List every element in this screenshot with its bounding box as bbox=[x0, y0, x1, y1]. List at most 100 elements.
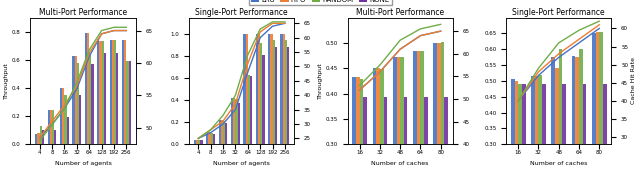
X-axis label: Number of agents: Number of agents bbox=[54, 161, 111, 166]
Bar bbox=[248, 75, 250, 144]
Bar bbox=[603, 84, 607, 181]
Bar bbox=[393, 56, 397, 181]
Bar bbox=[364, 97, 367, 181]
Bar bbox=[535, 76, 538, 181]
Bar bbox=[380, 69, 383, 181]
Bar bbox=[60, 88, 62, 144]
Bar bbox=[75, 56, 77, 144]
Bar bbox=[383, 97, 387, 181]
Bar bbox=[400, 57, 404, 181]
Bar bbox=[209, 132, 211, 144]
Bar bbox=[518, 84, 522, 181]
Legend: LRU, FIFO, RANDOM, NONE: LRU, FIFO, RANDOM, NONE bbox=[248, 0, 392, 5]
Bar bbox=[420, 51, 424, 181]
Bar bbox=[211, 133, 213, 144]
Bar bbox=[124, 40, 126, 144]
Bar bbox=[283, 34, 285, 144]
Bar bbox=[52, 110, 54, 144]
Bar bbox=[372, 68, 376, 181]
Bar bbox=[433, 43, 437, 181]
Y-axis label: Cache Hit Rate: Cache Hit Rate bbox=[631, 57, 636, 104]
Bar bbox=[599, 32, 603, 181]
Bar bbox=[572, 56, 575, 181]
Bar bbox=[67, 117, 69, 144]
Bar bbox=[116, 53, 118, 144]
Bar bbox=[206, 132, 209, 144]
Bar bbox=[54, 130, 56, 144]
Bar bbox=[256, 34, 258, 144]
Bar bbox=[114, 40, 116, 144]
Bar bbox=[287, 47, 289, 144]
Bar bbox=[360, 79, 364, 181]
Bar bbox=[223, 121, 225, 144]
Bar bbox=[262, 55, 264, 144]
Bar bbox=[62, 88, 65, 144]
Bar bbox=[126, 61, 129, 144]
Bar bbox=[97, 39, 99, 144]
Bar bbox=[50, 110, 52, 144]
Bar bbox=[72, 56, 75, 144]
Bar bbox=[559, 49, 563, 181]
Bar bbox=[213, 134, 215, 144]
Bar bbox=[194, 140, 196, 144]
Bar bbox=[275, 47, 277, 144]
Bar bbox=[538, 75, 542, 181]
Bar bbox=[258, 34, 260, 144]
Title: Single-Port Performance: Single-Port Performance bbox=[195, 8, 288, 17]
Bar bbox=[246, 34, 248, 144]
Y-axis label: Throughput: Throughput bbox=[4, 62, 9, 99]
Bar bbox=[424, 97, 428, 181]
Bar bbox=[404, 97, 408, 181]
Bar bbox=[397, 56, 400, 181]
Bar bbox=[413, 51, 417, 181]
Bar bbox=[250, 76, 252, 144]
Bar bbox=[42, 130, 44, 144]
Bar bbox=[441, 42, 444, 181]
Bar bbox=[575, 57, 579, 181]
Bar bbox=[542, 84, 546, 181]
Bar bbox=[268, 34, 270, 144]
Bar bbox=[109, 40, 112, 144]
Bar bbox=[200, 140, 203, 144]
Bar bbox=[112, 40, 114, 144]
Bar bbox=[280, 34, 283, 144]
Bar bbox=[225, 123, 227, 144]
Bar bbox=[196, 140, 198, 144]
X-axis label: Number of agents: Number of agents bbox=[213, 161, 270, 166]
Bar bbox=[260, 43, 262, 144]
Bar bbox=[353, 77, 356, 181]
Bar bbox=[35, 134, 37, 144]
Bar bbox=[563, 84, 566, 181]
Bar bbox=[376, 68, 380, 181]
Bar bbox=[77, 63, 79, 144]
Bar bbox=[273, 40, 275, 144]
Title: Multi-Port Performance: Multi-Port Performance bbox=[356, 8, 444, 17]
Bar bbox=[87, 33, 89, 144]
Bar bbox=[237, 103, 240, 144]
Bar bbox=[79, 95, 81, 144]
Bar bbox=[531, 76, 535, 181]
Bar bbox=[285, 40, 287, 144]
Bar bbox=[444, 97, 448, 181]
Bar bbox=[522, 84, 525, 181]
Bar bbox=[356, 77, 360, 181]
Bar bbox=[231, 98, 233, 144]
Bar bbox=[417, 51, 420, 181]
Bar bbox=[270, 34, 273, 144]
Bar bbox=[592, 33, 596, 181]
Bar bbox=[122, 40, 124, 144]
Bar bbox=[596, 32, 599, 181]
Bar bbox=[102, 41, 104, 144]
Bar bbox=[243, 34, 246, 144]
Y-axis label: Throughput: Throughput bbox=[318, 62, 323, 99]
Bar bbox=[129, 61, 131, 144]
Bar bbox=[511, 79, 515, 181]
Bar bbox=[236, 99, 237, 144]
Bar bbox=[233, 98, 236, 144]
Bar bbox=[104, 53, 106, 144]
X-axis label: Number of caches: Number of caches bbox=[371, 161, 429, 166]
Bar bbox=[84, 33, 87, 144]
Bar bbox=[582, 84, 586, 181]
Title: Single-Port Performance: Single-Port Performance bbox=[513, 8, 605, 17]
Bar bbox=[65, 95, 67, 144]
